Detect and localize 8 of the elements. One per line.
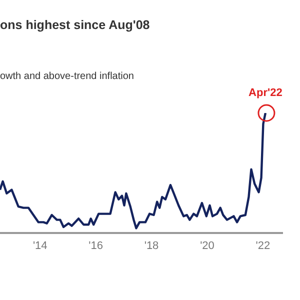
chart-subtitle: owth and above-trend inflation	[0, 71, 134, 82]
x-tick-label: '20	[200, 240, 214, 252]
chart-title: ons highest since Aug'08	[0, 18, 150, 32]
x-tick-label: '22	[256, 240, 270, 252]
x-tick-label: '14	[32, 240, 48, 252]
x-tick-label: '16	[88, 240, 103, 252]
annotation: Apr'22	[248, 87, 282, 99]
x-tick-label: '18	[144, 240, 159, 252]
